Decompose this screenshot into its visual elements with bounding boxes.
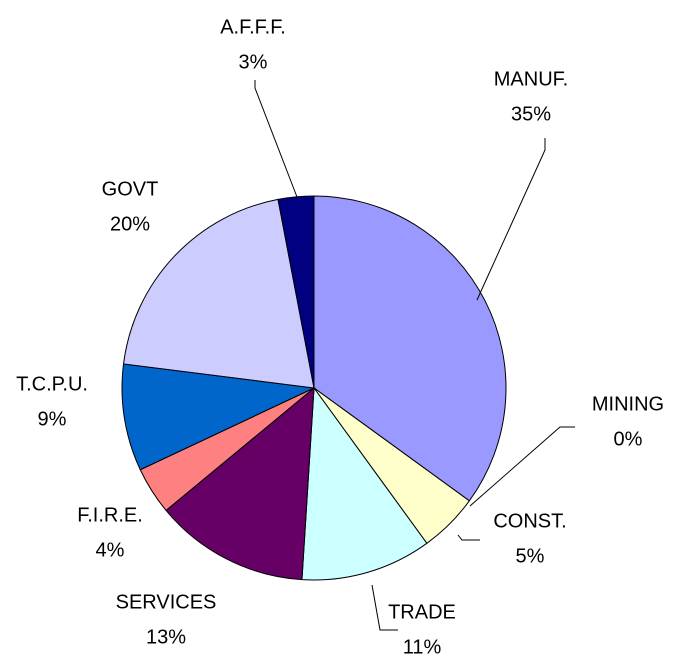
pie-slice — [122, 198, 315, 389]
value-label: 13% — [146, 626, 186, 648]
slice-label: T.C.P.U. — [16, 373, 88, 395]
value-label: 3% — [239, 51, 268, 73]
slice-label: MANUF. — [494, 68, 568, 90]
slice-label: CONST. — [493, 510, 566, 532]
value-label: 0% — [614, 428, 643, 450]
pie-slice — [121, 363, 316, 471]
value-label: 20% — [110, 213, 150, 235]
leader-line — [476, 138, 546, 301]
slice-label: A.F.F.F. — [220, 16, 286, 38]
pie-slice — [301, 386, 428, 581]
leader-line — [469, 426, 575, 507]
leader-line — [254, 80, 298, 198]
slice-label: F.I.R.E. — [77, 504, 143, 526]
value-label: 11% — [403, 636, 442, 658]
pie-slice — [313, 195, 507, 502]
slice-label: GOVT — [102, 178, 159, 200]
leader-line — [457, 534, 480, 541]
value-label: 35% — [511, 103, 551, 125]
value-label: 5% — [516, 545, 545, 567]
slice-label: TRADE — [388, 601, 456, 623]
slice-label: MINING — [592, 393, 664, 415]
value-label: 4% — [96, 539, 125, 561]
pie-slice — [165, 386, 315, 581]
pie-slice — [277, 195, 315, 389]
leader-line — [371, 584, 398, 631]
value-label: 9% — [38, 408, 67, 430]
slice-label: SERVICES — [116, 591, 217, 613]
